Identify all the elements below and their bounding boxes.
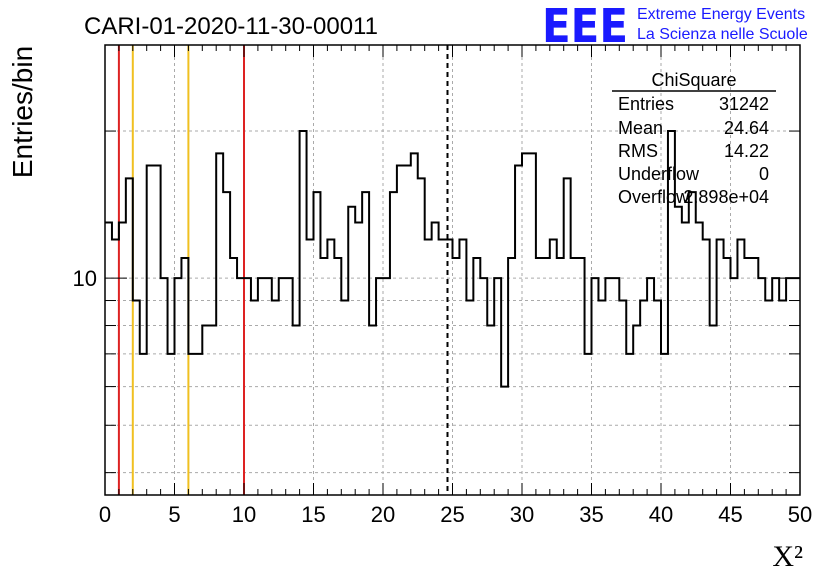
x-tick-label: 30 (510, 502, 534, 527)
chart-title: CARI-01-2020-11-30-00011 (84, 13, 378, 40)
stats-title: ChiSquare (651, 70, 736, 90)
x-tick-label: 20 (371, 502, 395, 527)
stats-box: ChiSquare Entries 31242 Mean 24.64 RMS 1… (612, 70, 776, 207)
x-tick-label: 15 (301, 502, 325, 527)
stats-label-entries: Entries (618, 94, 674, 114)
x-tick-label: 40 (649, 502, 673, 527)
y-tick-label: 10 (73, 266, 97, 291)
logo-line-1: Extreme Energy Events (637, 6, 805, 23)
grid-lines (105, 45, 800, 495)
stats-value-entries: 31242 (719, 94, 769, 114)
stats-label-mean: Mean (618, 118, 663, 138)
stats-label-overflow: Overflow (618, 187, 690, 207)
stats-label-rms: RMS (618, 141, 658, 161)
y-axis-ticks: 10 (73, 130, 800, 474)
x-tick-label: 45 (718, 502, 742, 527)
stats-value-underflow: 0 (759, 164, 769, 184)
x-axis-label: X² (772, 540, 803, 572)
x-tick-label: 50 (788, 502, 812, 527)
y-axis-label: Entries/bin (7, 46, 38, 178)
x-axis-ticks: 0 5 10 15 20 25 30 35 40 45 50 (99, 45, 812, 527)
logo-line-2: La Scienza nelle Scuole (637, 26, 808, 43)
x-tick-label: 35 (579, 502, 603, 527)
stats-value-mean: 24.64 (724, 118, 769, 138)
logo-mark: EEE (542, 0, 628, 53)
x-tick-label: 0 (99, 502, 111, 527)
x-tick-label: 5 (168, 502, 180, 527)
stats-value-overflow: 2.898e+04 (683, 187, 769, 207)
cut-markers (117, 45, 449, 495)
stats-label-underflow: Underflow (618, 164, 700, 184)
eee-logo: EEE Extreme Energy Events La Scienza nel… (542, 0, 808, 53)
x-tick-label: 25 (440, 502, 464, 527)
stats-value-rms: 14.22 (724, 141, 769, 161)
histogram-line (105, 130, 800, 388)
x-tick-label: 10 (232, 502, 256, 527)
